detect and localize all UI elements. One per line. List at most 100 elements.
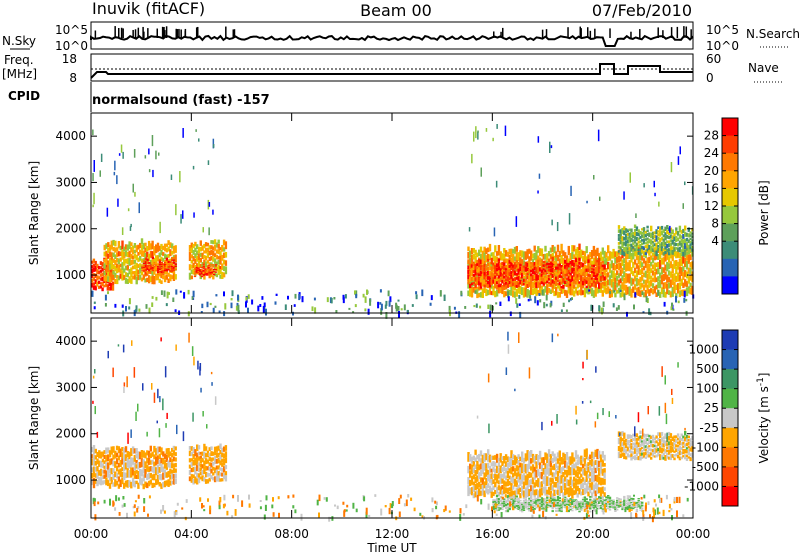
data-cell: [583, 499, 587, 503]
data-cell: [581, 290, 585, 295]
data-cell: [569, 260, 572, 265]
data-cell: [188, 476, 192, 482]
data-cell: [691, 452, 694, 458]
data-cell: [151, 135, 154, 147]
data-cell: [485, 453, 488, 461]
data-cell: [467, 290, 470, 297]
data-cell: [556, 263, 560, 267]
data-cell: [639, 505, 642, 507]
data-cell: [171, 452, 174, 458]
data-cell: [91, 268, 94, 274]
data-cell: [485, 268, 488, 271]
data-cell: [612, 303, 615, 308]
colorbar-swatch: [722, 388, 738, 409]
data-cell: [162, 274, 165, 280]
data-cell: [680, 442, 683, 446]
data-cell: [126, 512, 128, 518]
data-cell: [665, 494, 668, 500]
data-cell: [542, 468, 545, 475]
data-cell: [501, 269, 504, 273]
data-cell: [560, 277, 563, 282]
data-cell: [659, 252, 662, 260]
data-cell: [671, 249, 674, 255]
data-cell: [671, 302, 673, 308]
data-cell: [603, 276, 606, 281]
xaxis-label: Time UT: [366, 541, 417, 554]
data-cell: [569, 502, 572, 504]
data-cell: [542, 504, 545, 506]
data-cell: [603, 454, 606, 461]
data-cell: [110, 283, 113, 291]
data-cell: [617, 499, 621, 501]
data-cell: [598, 496, 601, 499]
data-cell: [342, 501, 345, 505]
data-cell: [551, 284, 554, 289]
data-cell: [117, 264, 121, 273]
data-cell: [508, 487, 511, 492]
data-cell: [501, 500, 504, 503]
data-cell: [583, 251, 587, 262]
data-cell: [562, 452, 565, 458]
data-cell: [581, 482, 585, 489]
data-cell: [657, 276, 660, 282]
data-cell: [139, 249, 142, 255]
data-cell: [630, 237, 633, 243]
data-cell: [574, 478, 578, 486]
data-cell: [661, 366, 663, 377]
data-cell: [651, 244, 655, 248]
power-ylabel: Slant Range [km]: [27, 161, 41, 265]
colorbar-swatch: [722, 466, 738, 487]
data-cell: [581, 457, 585, 462]
data-cell: [153, 265, 156, 267]
data-cell: [531, 508, 535, 511]
data-cell: [94, 369, 96, 374]
data-cell: [469, 287, 472, 297]
data-cell: [583, 479, 587, 485]
data-cell: [547, 486, 551, 495]
data-cell: [564, 275, 567, 279]
data-cell: [142, 450, 145, 458]
data-cell: [479, 305, 482, 309]
data-cell: [657, 447, 660, 452]
data-cell: [614, 251, 617, 257]
data-cell: [558, 450, 561, 462]
data-cell: [582, 378, 584, 381]
data-cell: [641, 450, 644, 453]
data-cell: [224, 252, 228, 258]
data-cell: [481, 280, 484, 287]
data-cell: [617, 279, 621, 286]
data-cell: [155, 264, 158, 267]
data-cell: [589, 252, 592, 258]
colorbar-frame: [721, 329, 739, 507]
data-cell: [151, 296, 154, 299]
data-cell: [651, 434, 655, 439]
data-cell: [519, 276, 522, 280]
data-cell: [172, 257, 176, 259]
data-cell: [105, 274, 108, 282]
data-cell: [510, 495, 513, 497]
data-cell: [544, 272, 547, 275]
data-cell: [614, 510, 617, 512]
data-cell: [515, 260, 518, 264]
data-cell: [565, 503, 569, 505]
data-cell: [678, 266, 682, 274]
data-cell: [624, 502, 628, 505]
data-cell: [648, 256, 651, 263]
data-cell: [478, 453, 481, 462]
data-cell: [628, 434, 631, 439]
data-cell: [169, 268, 172, 270]
data-cell: [206, 247, 210, 253]
data-cell: [472, 481, 475, 486]
data-cell: [515, 272, 518, 279]
data-cell: [540, 281, 544, 285]
data-cell: [142, 243, 145, 250]
data-cell: [140, 458, 144, 468]
data-cell: [533, 274, 536, 279]
data-cell: [641, 504, 644, 507]
data-cell: [644, 456, 647, 459]
data-cell: [547, 251, 551, 257]
data-cell: [684, 238, 687, 243]
data-cell: [472, 266, 475, 273]
data-cell: [149, 473, 152, 478]
data-cell: [675, 260, 678, 267]
